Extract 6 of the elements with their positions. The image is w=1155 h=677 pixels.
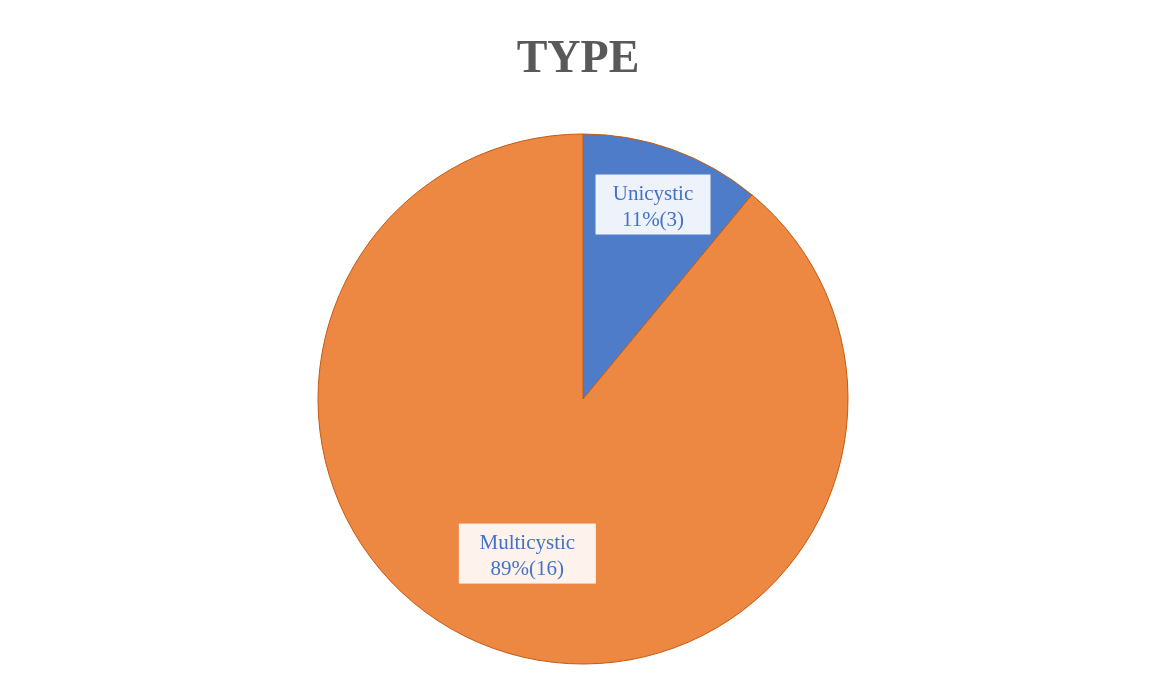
data-label: 89%(16)	[490, 555, 565, 580]
chart-title: TYPE	[515, 30, 641, 84]
data-label: 11%(3)	[621, 206, 685, 231]
slice-label: Unicystic	[612, 180, 694, 205]
pie-slice	[317, 133, 849, 665]
slice-label: Multicystic	[479, 529, 576, 554]
